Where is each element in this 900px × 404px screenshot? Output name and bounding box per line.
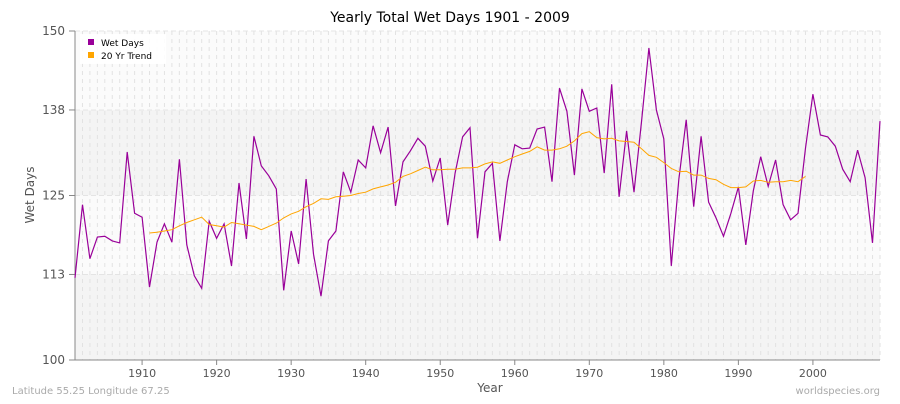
y-axis-label: Wet Days	[23, 166, 37, 223]
x-tick-label: 1960	[501, 367, 529, 380]
chart-title: Yearly Total Wet Days 1901 - 2009	[329, 10, 570, 26]
legend-label-wet-days: Wet Days	[101, 39, 144, 49]
x-tick-label: 1980	[650, 367, 678, 380]
y-tick-label: 113	[42, 267, 65, 281]
footer-location: Latitude 55.25 Longitude 67.25	[12, 386, 170, 397]
legend-swatch-wet-days	[88, 39, 94, 45]
y-tick-label: 150	[42, 24, 65, 38]
x-tick-label: 1940	[352, 367, 380, 380]
x-tick-label: 1990	[724, 367, 752, 380]
y-tick-label: 100	[42, 353, 65, 367]
legend: Wet Days 20 Yr Trend	[80, 34, 166, 64]
y-tick-label: 125	[42, 189, 65, 203]
legend-swatch-trend	[88, 52, 94, 58]
footer-source: worldspecies.org	[796, 386, 880, 397]
x-tick-label: 2000	[799, 367, 827, 380]
x-tick-label: 1970	[575, 367, 603, 380]
x-tick-label: 1930	[277, 367, 305, 380]
x-tick-label: 1920	[203, 367, 231, 380]
y-tick-label: 138	[42, 103, 65, 117]
x-axis-label: Year	[476, 381, 502, 395]
legend-label-trend: 20 Yr Trend	[101, 52, 152, 62]
x-tick-label: 1950	[426, 367, 454, 380]
x-tick-label: 1910	[128, 367, 156, 380]
